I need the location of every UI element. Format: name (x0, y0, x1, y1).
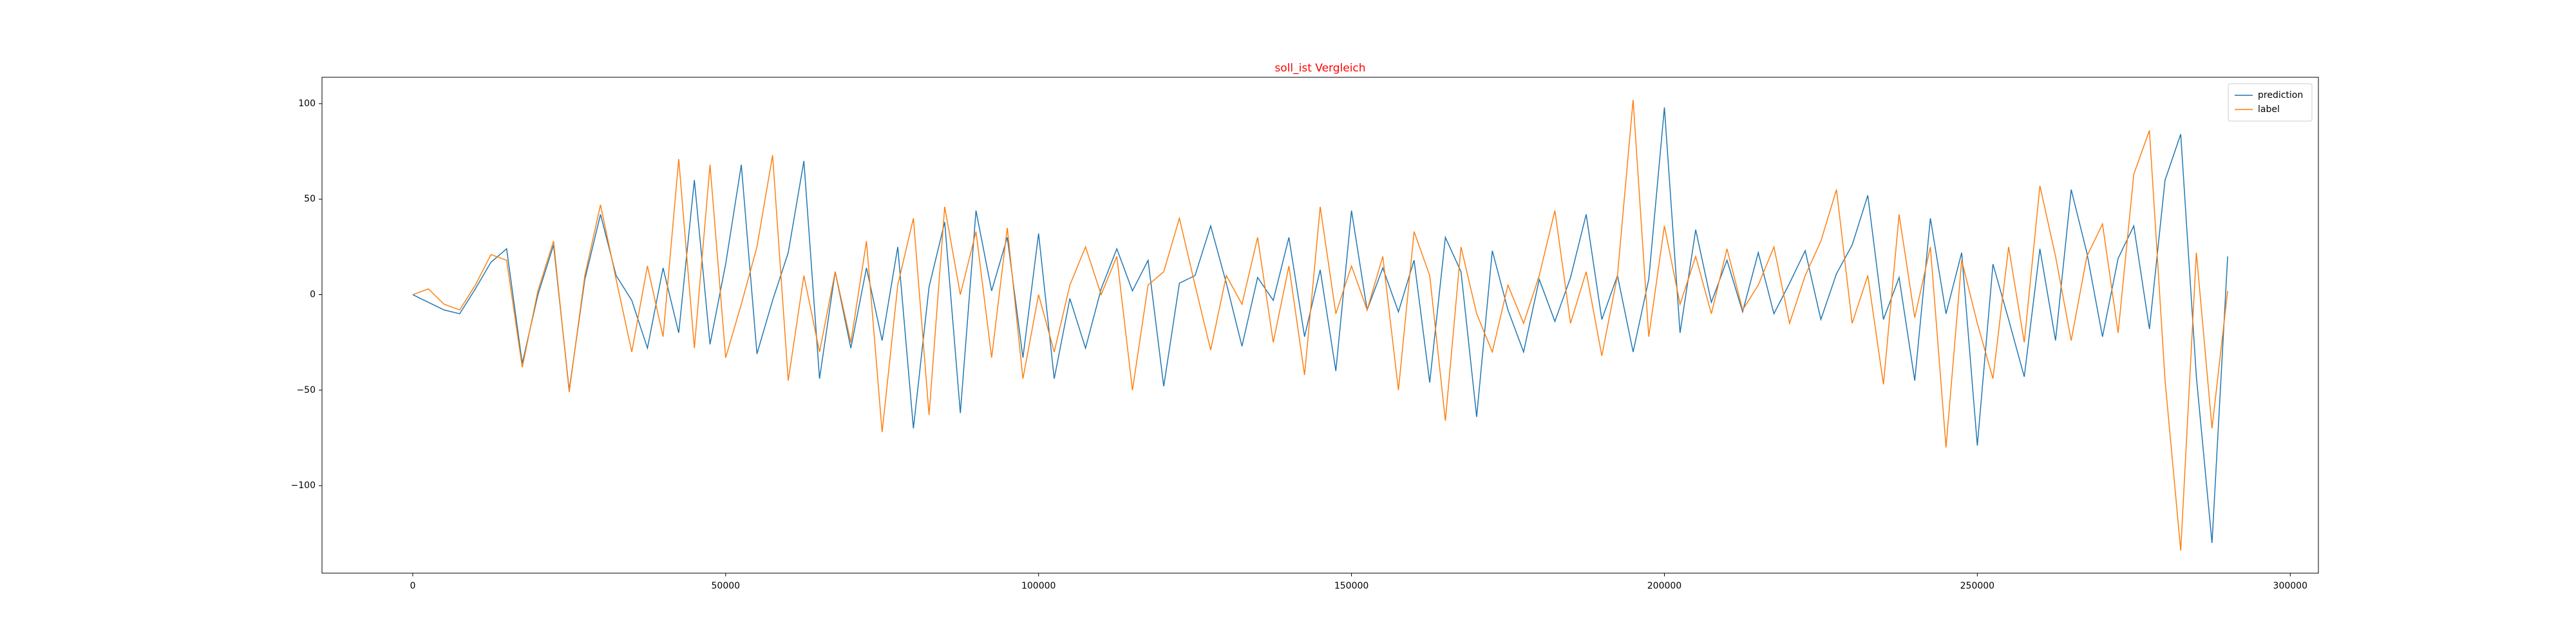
x-tick-label: 0 (410, 581, 415, 591)
chart-title: soll_ist Vergleich (1274, 62, 1365, 75)
x-tick-label: 50000 (712, 581, 741, 591)
y-tick-label: −50 (296, 385, 316, 395)
y-tick-label: 50 (304, 194, 316, 204)
y-tick-label: 100 (298, 99, 316, 109)
x-tick-label: 250000 (1960, 581, 1994, 591)
y-tick-label: 0 (310, 290, 316, 300)
legend-box (2228, 83, 2313, 122)
axes-frame (321, 77, 2319, 574)
legend-label: label (2258, 104, 2280, 115)
line-series (412, 99, 2228, 551)
x-tick-label: 200000 (1647, 581, 1681, 591)
x-tick-label: 100000 (1021, 581, 1056, 591)
line-series (412, 107, 2228, 544)
y-tick-label: −100 (291, 480, 316, 491)
legend-label: prediction (2258, 90, 2303, 100)
x-tick-label: 150000 (1334, 581, 1368, 591)
x-tick-label: 300000 (2273, 581, 2307, 591)
